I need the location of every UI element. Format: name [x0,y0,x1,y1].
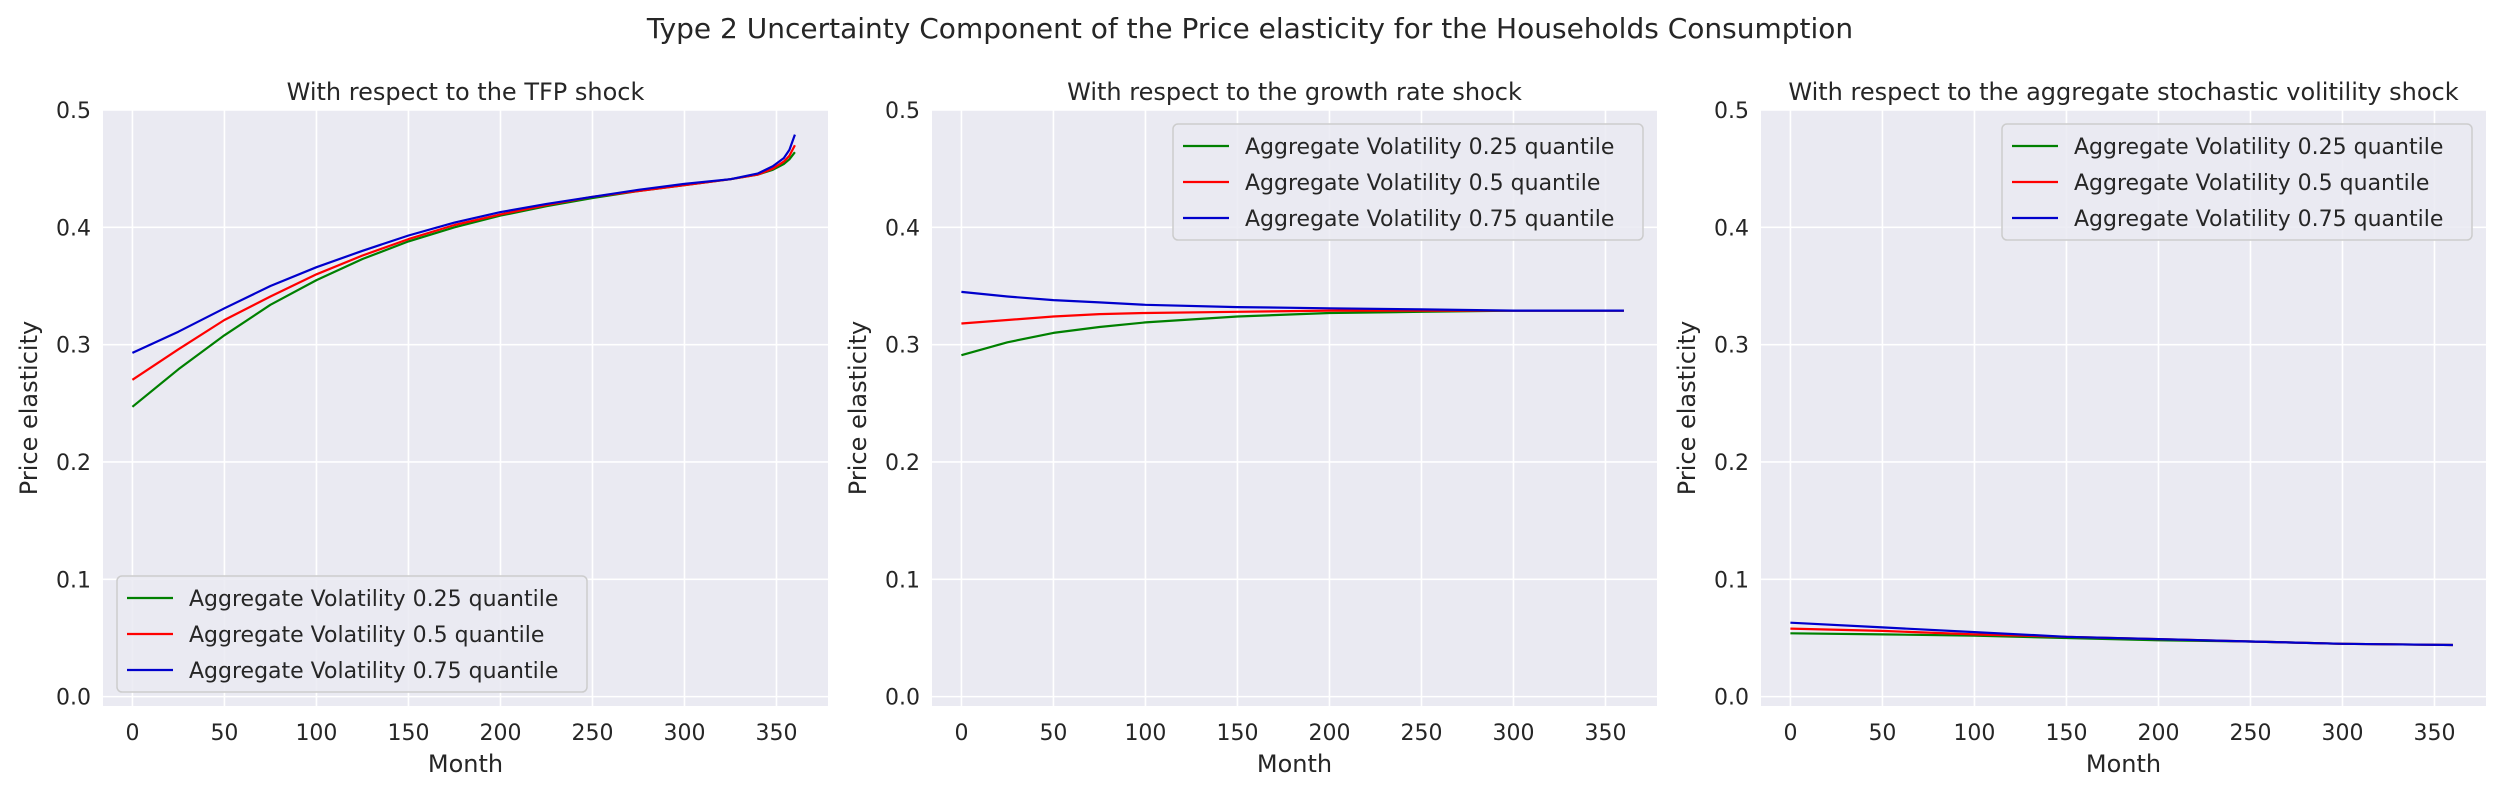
x-tick-label: 50 [1039,721,1067,746]
panel-title: With respect to the aggregate stochastic… [1788,78,2458,106]
x-tick-label: 250 [2229,721,2271,746]
legend: Aggregate Volatility 0.25 quantile Aggreg… [2001,123,2473,241]
legend: Aggregate Volatility 0.25 quantile Aggreg… [1172,123,1644,241]
legend-label: Aggregate Volatility 0.25 quantile [1245,135,1614,160]
series-line-3 [1790,621,2453,647]
x-tick-label: 200 [2137,721,2179,746]
series-line-3 [961,290,1624,312]
x-tick-label: 0 [125,721,139,746]
x-tick-label: 100 [295,721,337,746]
chart-panel-3: 0 50 100 150 200 250 300 350 0.0 0.1 0.2 0.3 0.4 0.5 W… [1673,78,2486,778]
y-tick-label: 0.0 [56,686,91,711]
legend-label: Aggregate Volatility 0.75 quantile [2074,207,2443,232]
x-tick-label: 350 [755,721,797,746]
chart-panel-1: 0 50 100 150 200 250 300 350 0.0 0.1 0.2 0.3 0.4 0.5 W… [15,78,828,778]
y-tick-label: 0.1 [885,568,920,593]
y-tick-label: 0.5 [56,99,91,124]
y-tick-label: 0.1 [56,568,91,593]
x-tick-label: 50 [1868,721,1896,746]
series-line-3 [131,134,796,354]
panel-title: With respect to the TFP shock [287,78,645,106]
legend-label: Aggregate Volatility 0.75 quantile [1245,207,1614,232]
x-tick-label: 250 [571,721,613,746]
y-tick-label: 0.4 [1714,216,1749,241]
x-tick-label: 300 [2321,721,2363,746]
y-tick-label: 0.2 [885,451,920,476]
legend-label: Aggregate Volatility 0.5 quantile [2074,171,2429,196]
y-tick-label: 0.0 [1714,686,1749,711]
legend-label: Aggregate Volatility 0.5 quantile [189,623,544,648]
y-tick-label: 0.3 [56,334,91,359]
legend-frame [116,575,588,693]
x-axis-label: Month [428,750,503,778]
legend-label: Aggregate Volatility 0.75 quantile [189,659,558,684]
y-tick-label: 0.2 [56,451,91,476]
legend-frame [2001,123,2473,241]
y-tick-label: 0.2 [1714,451,1749,476]
x-tick-label: 0 [1783,721,1797,746]
y-tick-label: 0.4 [56,216,91,241]
legend-label: Aggregate Volatility 0.5 quantile [1245,171,1600,196]
x-tick-label: 50 [210,721,238,746]
x-tick-label: 150 [2045,721,2087,746]
legend-label: Aggregate Volatility 0.25 quantile [189,587,558,612]
y-tick-label: 0.3 [1714,334,1749,359]
y-axis-label: Price elasticity [844,321,872,495]
x-tick-label: 350 [2413,721,2455,746]
y-tick-label: 0.3 [885,334,920,359]
x-tick-label: 200 [1308,721,1350,746]
x-tick-label: 250 [1400,721,1442,746]
legend-frame [1172,123,1644,241]
y-tick-label: 0.5 [885,99,920,124]
x-tick-label: 0 [954,721,968,746]
figure-title: Type 2 Uncertainty Component of the Pric… [646,12,1854,45]
y-tick-label: 0.5 [1714,99,1749,124]
x-tick-label: 300 [663,721,705,746]
x-tick-label: 300 [1492,721,1534,746]
panel-title: With respect to the growth rate shock [1067,78,1522,106]
y-tick-label: 0.4 [885,216,920,241]
x-axis-label: Month [2086,750,2161,778]
y-tick-label: 0.1 [1714,568,1749,593]
x-tick-label: 200 [479,721,521,746]
y-tick-label: 0.0 [885,686,920,711]
y-axis-label: Price elasticity [1673,321,1701,495]
y-axis-label: Price elasticity [15,321,43,495]
x-tick-label: 150 [1216,721,1258,746]
legend-label: Aggregate Volatility 0.25 quantile [2074,135,2443,160]
x-tick-label: 150 [387,721,429,746]
x-axis-label: Month [1257,750,1332,778]
x-tick-label: 100 [1953,721,1995,746]
x-tick-label: 350 [1584,721,1626,746]
chart-panel-2: 0 50 100 150 200 250 300 350 0.0 0.1 0.2 0.3 0.4 0.5 W… [844,78,1657,778]
legend: Aggregate Volatility 0.25 quantile Aggreg… [116,575,588,693]
x-tick-label: 100 [1124,721,1166,746]
